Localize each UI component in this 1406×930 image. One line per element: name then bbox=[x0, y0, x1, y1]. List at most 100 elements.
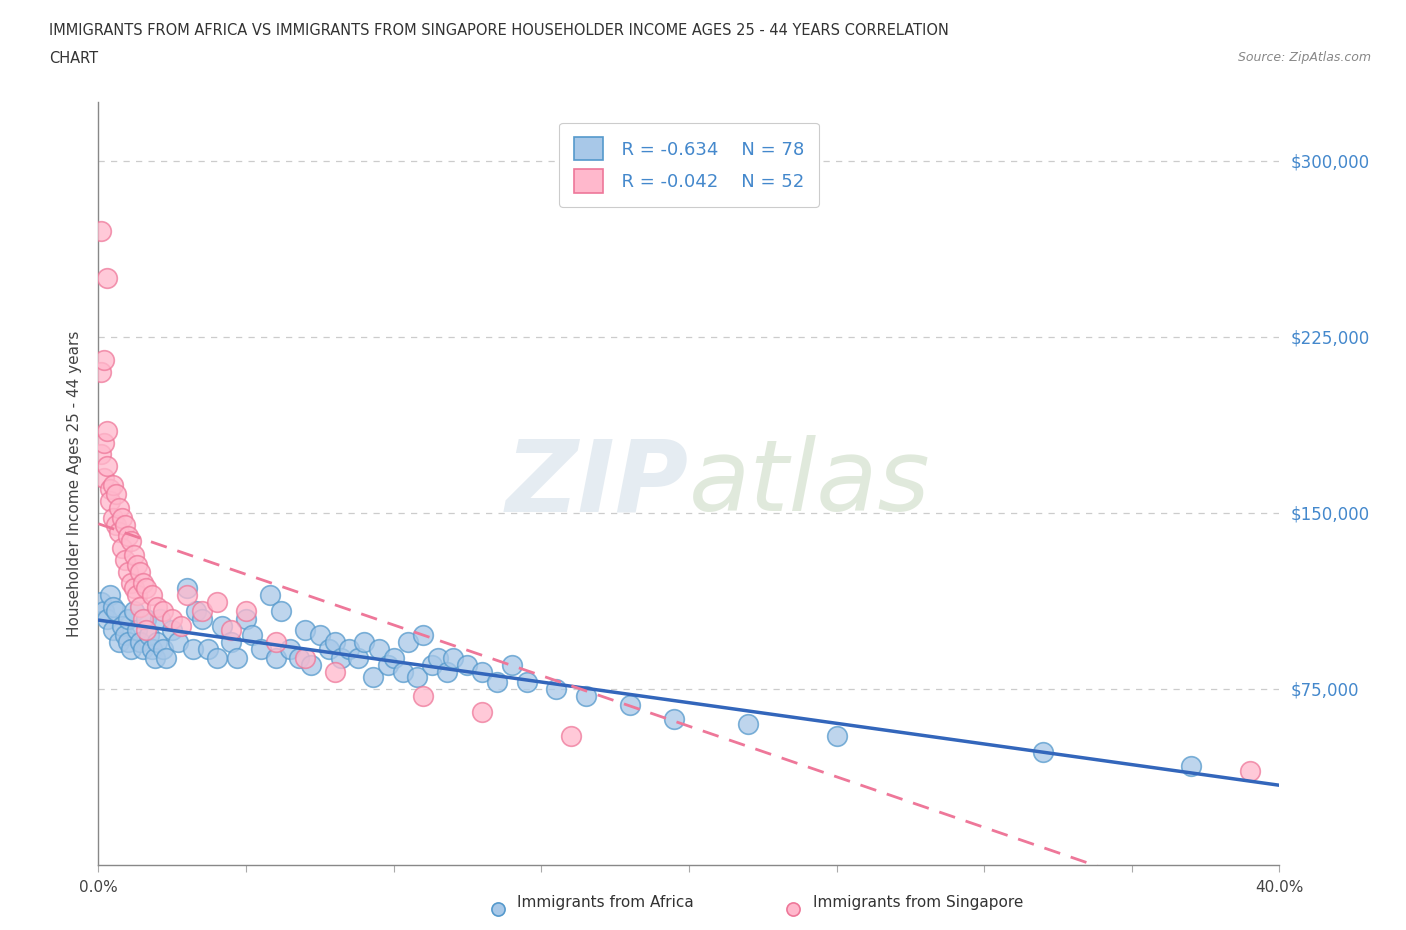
Point bbox=[1180, 759, 1202, 774]
Point bbox=[96, 271, 118, 286]
Point bbox=[114, 628, 136, 643]
Point bbox=[135, 623, 157, 638]
Point bbox=[162, 611, 183, 626]
Point bbox=[288, 651, 311, 666]
Point bbox=[176, 588, 198, 603]
Point bbox=[93, 471, 115, 485]
Point bbox=[93, 435, 115, 450]
Point bbox=[664, 712, 686, 727]
Point bbox=[191, 611, 214, 626]
Point bbox=[122, 580, 145, 595]
Point bbox=[122, 604, 145, 619]
Point bbox=[149, 611, 172, 626]
Point bbox=[117, 611, 139, 626]
Point bbox=[167, 634, 190, 649]
Point bbox=[128, 565, 150, 579]
Point bbox=[152, 604, 174, 619]
Point bbox=[105, 517, 128, 532]
Point bbox=[560, 728, 582, 743]
Point bbox=[382, 651, 405, 666]
Point bbox=[111, 618, 134, 633]
Point bbox=[162, 623, 183, 638]
Point bbox=[90, 224, 112, 239]
Point bbox=[103, 477, 125, 492]
Point bbox=[1239, 764, 1261, 778]
Point bbox=[250, 642, 273, 657]
Point bbox=[412, 628, 434, 643]
Text: Source: ZipAtlas.com: Source: ZipAtlas.com bbox=[1237, 51, 1371, 64]
Point bbox=[98, 482, 121, 497]
Point bbox=[96, 458, 118, 473]
Point bbox=[361, 670, 384, 684]
Point bbox=[516, 674, 538, 689]
Point bbox=[176, 580, 198, 595]
Text: Immigrants from Africa: Immigrants from Africa bbox=[517, 895, 695, 910]
Point bbox=[575, 688, 598, 703]
Point bbox=[135, 611, 157, 626]
Point bbox=[318, 642, 340, 657]
Point bbox=[98, 588, 121, 603]
Point bbox=[90, 446, 112, 461]
Point bbox=[329, 651, 352, 666]
Point bbox=[120, 534, 142, 549]
Point bbox=[299, 658, 322, 673]
Point bbox=[141, 588, 163, 603]
Point bbox=[226, 651, 249, 666]
Text: IMMIGRANTS FROM AFRICA VS IMMIGRANTS FROM SINGAPORE HOUSEHOLDER INCOME AGES 25 -: IMMIGRANTS FROM AFRICA VS IMMIGRANTS FRO… bbox=[49, 23, 949, 38]
Point bbox=[108, 525, 131, 539]
Point bbox=[146, 634, 169, 649]
Point bbox=[96, 423, 118, 438]
Point bbox=[211, 618, 233, 633]
Point bbox=[235, 604, 257, 619]
Point bbox=[90, 365, 112, 379]
Point bbox=[120, 642, 142, 657]
Point bbox=[486, 674, 509, 689]
Point bbox=[143, 651, 166, 666]
Point bbox=[339, 642, 361, 657]
Point bbox=[120, 576, 142, 591]
Point bbox=[114, 517, 136, 532]
Point bbox=[619, 698, 641, 712]
Point bbox=[103, 511, 125, 525]
Point bbox=[125, 588, 148, 603]
Point bbox=[111, 540, 134, 555]
Point bbox=[486, 902, 509, 917]
Point bbox=[309, 628, 332, 643]
Point bbox=[221, 634, 243, 649]
Point bbox=[132, 576, 155, 591]
Point bbox=[240, 628, 263, 643]
Point bbox=[436, 665, 458, 680]
Point bbox=[181, 642, 204, 657]
Point bbox=[103, 623, 125, 638]
Point bbox=[205, 594, 228, 609]
Point bbox=[368, 642, 391, 657]
Point bbox=[398, 634, 420, 649]
Point bbox=[93, 604, 115, 619]
Point bbox=[471, 705, 494, 720]
Point bbox=[138, 628, 160, 643]
Point bbox=[323, 634, 346, 649]
Point bbox=[782, 902, 804, 917]
Point bbox=[135, 580, 157, 595]
Point bbox=[108, 634, 131, 649]
Point bbox=[501, 658, 523, 673]
Point bbox=[441, 651, 464, 666]
Point bbox=[191, 604, 214, 619]
Point bbox=[128, 634, 150, 649]
Point bbox=[471, 665, 494, 680]
Point bbox=[132, 642, 155, 657]
Point bbox=[737, 717, 759, 732]
Point bbox=[125, 557, 148, 572]
Point bbox=[141, 642, 163, 657]
Point bbox=[406, 670, 429, 684]
Point bbox=[93, 353, 115, 368]
Point bbox=[111, 511, 134, 525]
Point bbox=[457, 658, 479, 673]
Point bbox=[420, 658, 443, 673]
Point bbox=[103, 599, 125, 614]
Point bbox=[117, 634, 139, 649]
Point bbox=[221, 623, 243, 638]
Point bbox=[259, 588, 281, 603]
Point bbox=[155, 651, 177, 666]
Point bbox=[184, 604, 207, 619]
